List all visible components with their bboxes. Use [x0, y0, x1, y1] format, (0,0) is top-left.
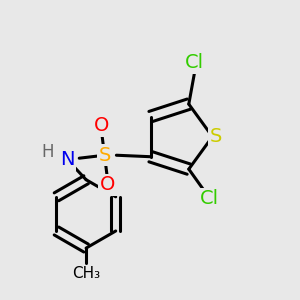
Text: H: H	[42, 143, 54, 161]
Text: N: N	[60, 150, 75, 169]
Text: O: O	[100, 176, 115, 194]
Text: S: S	[210, 127, 222, 146]
Text: Cl: Cl	[200, 189, 219, 208]
Text: S: S	[98, 146, 111, 165]
Text: CH₃: CH₃	[72, 266, 100, 281]
Text: Cl: Cl	[185, 53, 204, 72]
Text: O: O	[94, 116, 109, 135]
